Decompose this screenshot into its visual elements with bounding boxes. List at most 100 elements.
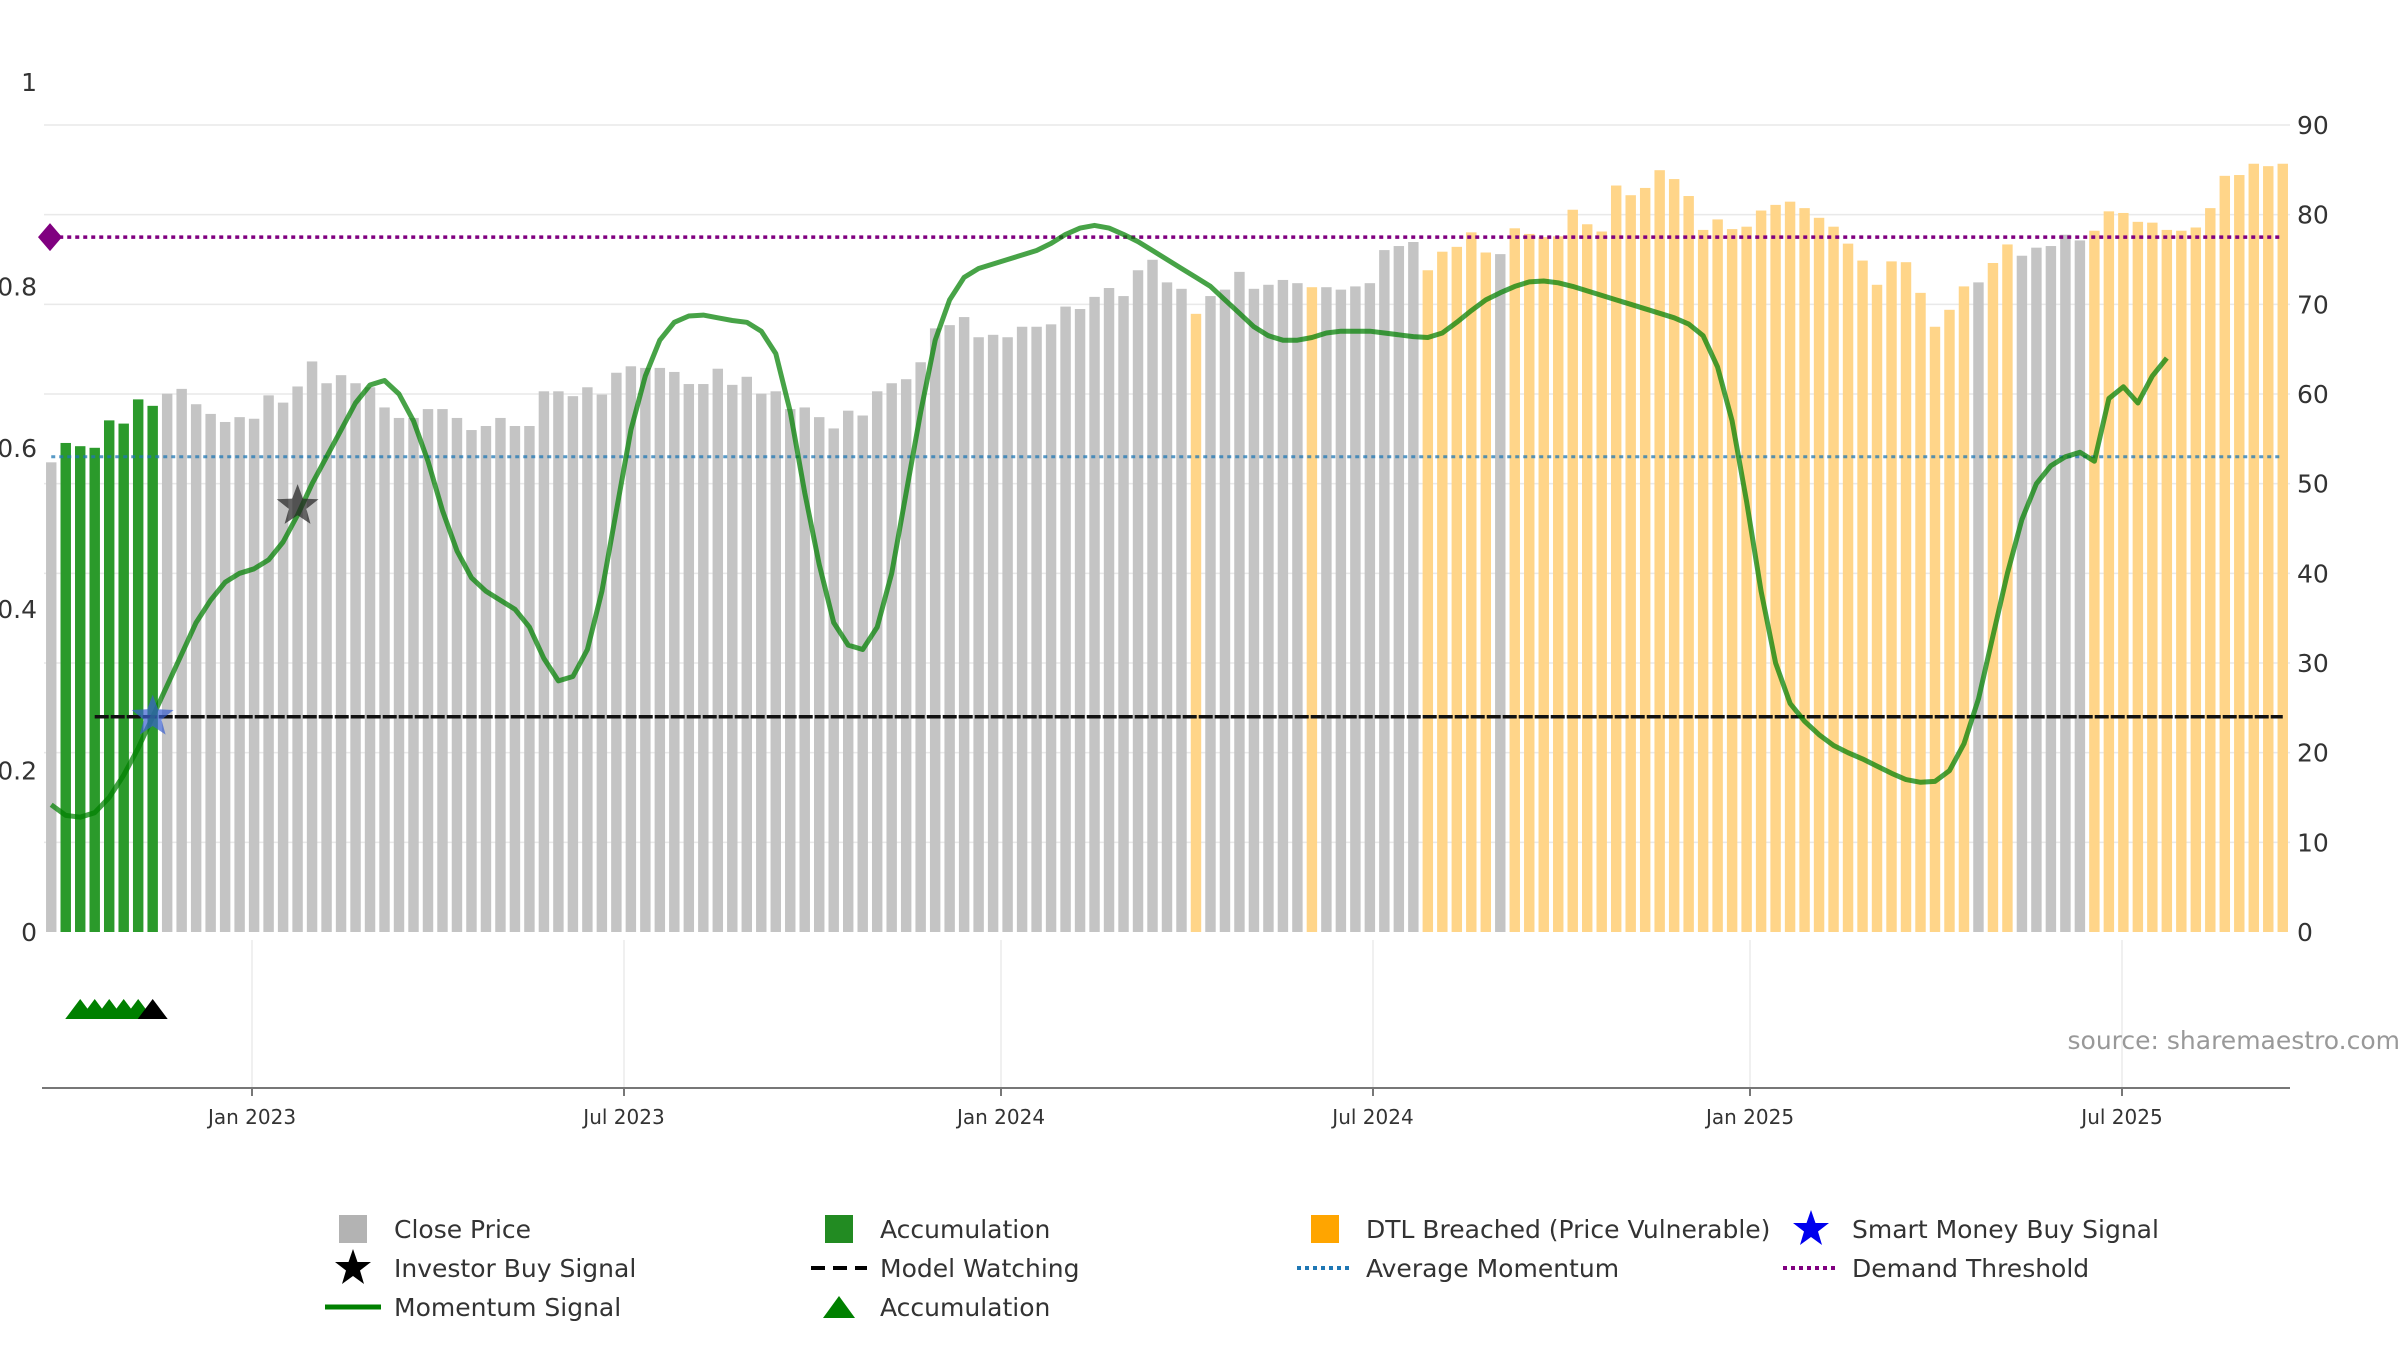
axes bbox=[42, 1087, 2290, 1096]
close-price-bar bbox=[1697, 229, 1709, 932]
close-price-bar bbox=[727, 384, 738, 932]
close-price-bar bbox=[596, 394, 608, 933]
legend-item-accumulation-marker[interactable]: Accumulation bbox=[808, 1291, 1050, 1323]
close-price-bar bbox=[842, 410, 854, 933]
close-price-bar bbox=[1393, 246, 1405, 933]
close-price-bar bbox=[1089, 296, 1100, 932]
close-price-bar bbox=[553, 391, 564, 932]
y-left-tick-label: 0.4 bbox=[0, 595, 37, 624]
close-price-bar bbox=[698, 384, 709, 932]
close-price-bar bbox=[1118, 296, 1129, 933]
y-left-tick-label: 0.6 bbox=[0, 434, 37, 463]
legend-item-close-price[interactable]: Close Price bbox=[322, 1213, 531, 1245]
close-price-bar bbox=[350, 383, 361, 932]
close-price-bar bbox=[1842, 243, 1854, 932]
close-price-bar bbox=[640, 367, 651, 933]
close-price-bar bbox=[60, 442, 71, 932]
close-price-bar bbox=[2089, 230, 2100, 933]
close-price-bar bbox=[1900, 262, 1912, 932]
close-price-bar bbox=[132, 399, 144, 932]
close-price-bar bbox=[292, 386, 303, 932]
demand-threshold-marker bbox=[38, 223, 62, 252]
green-square-icon bbox=[825, 1215, 853, 1243]
source-credit: source: sharemaestro.com bbox=[2067, 1026, 2400, 1055]
close-price-bar bbox=[654, 367, 666, 933]
x-tick-label: Jul 2025 bbox=[2079, 1105, 2162, 1129]
legend-item-dtl-breached[interactable]: DTL Breached (Price Vulnerable) bbox=[1294, 1213, 1770, 1245]
left-y-axis-ticks: 0 0.2 0.4 0.6 0.8 1 bbox=[0, 68, 37, 947]
close-price-bar bbox=[306, 361, 318, 932]
close-price-bar bbox=[1437, 251, 1448, 933]
legend-item-investor-buy[interactable]: Investor Buy Signal bbox=[322, 1249, 636, 1284]
close-price-bar bbox=[1408, 242, 1419, 932]
close-price-bar bbox=[393, 417, 405, 932]
legend-label: Close Price bbox=[394, 1214, 532, 1244]
close-price-bar bbox=[1205, 296, 1216, 933]
green-triangle-icon bbox=[823, 1296, 855, 1318]
close-price-bar bbox=[2190, 227, 2202, 932]
close-price-bar bbox=[89, 447, 100, 932]
close-price-bar bbox=[480, 426, 492, 932]
close-price-bar bbox=[712, 368, 724, 932]
y-left-tick-label: 0 bbox=[21, 918, 37, 947]
close-price-bar bbox=[118, 423, 129, 932]
close-price-bar bbox=[509, 426, 521, 932]
legend-item-average-momentum[interactable]: Average Momentum bbox=[1294, 1252, 1619, 1284]
close-price-bar bbox=[1509, 228, 1520, 932]
x-tick-label: Jul 2024 bbox=[1330, 1105, 1413, 1129]
accumulation-markers bbox=[65, 999, 168, 1019]
close-price-bar bbox=[75, 446, 86, 932]
close-price-bar bbox=[1886, 261, 1897, 932]
legend-item-model-watching[interactable]: Model Watching bbox=[808, 1252, 1080, 1284]
close-price-bar bbox=[1263, 284, 1274, 932]
legend-item-demand-threshold[interactable]: Demand Threshold bbox=[1780, 1252, 2089, 1284]
legend-label: Average Momentum bbox=[1366, 1253, 1620, 1283]
close-price-bar bbox=[1002, 337, 1013, 933]
legend-label: Model Watching bbox=[880, 1253, 1080, 1283]
close-price-bar bbox=[567, 396, 579, 933]
close-price-bar bbox=[1596, 231, 1607, 933]
close-price-bar bbox=[176, 388, 187, 932]
legend-item-momentum-signal[interactable]: Momentum Signal bbox=[322, 1291, 621, 1323]
reference-lines bbox=[38, 223, 2283, 719]
close-price-bar bbox=[741, 376, 752, 932]
close-price-bar bbox=[1248, 288, 1260, 932]
legend-item-accumulation-bar[interactable]: Accumulation bbox=[808, 1213, 1050, 1245]
close-price-bar bbox=[1524, 233, 1535, 932]
y-right-tick-label: 20 bbox=[2297, 739, 2329, 768]
close-price-bar bbox=[886, 383, 897, 932]
close-price-bar bbox=[1828, 226, 1839, 932]
black-star-icon bbox=[335, 1249, 371, 1284]
x-tick-label: Jan 2023 bbox=[206, 1105, 296, 1129]
close-price-bar bbox=[958, 317, 970, 932]
close-price-bar bbox=[46, 462, 57, 932]
close-price-bar bbox=[2234, 175, 2245, 932]
close-price-bar bbox=[1422, 270, 1434, 932]
investor-buy-signal-star bbox=[276, 484, 319, 524]
y-right-tick-label: 90 bbox=[2297, 111, 2329, 140]
legend-item-smart-money[interactable]: Smart Money Buy Signal bbox=[1780, 1210, 2159, 1245]
close-price-bar bbox=[1031, 326, 1042, 932]
close-price-bar bbox=[147, 405, 158, 932]
close-price-bar bbox=[944, 325, 955, 932]
close-price-bar bbox=[857, 415, 868, 932]
close-price-bar bbox=[2031, 247, 2042, 932]
close-price-bar bbox=[1147, 259, 1158, 932]
close-price-bar bbox=[987, 334, 999, 932]
close-price-bar bbox=[2074, 240, 2086, 932]
close-price-bar bbox=[1726, 229, 1738, 932]
close-price-bar bbox=[1277, 279, 1289, 933]
close-price-bar bbox=[1987, 262, 1999, 932]
close-price-bar bbox=[190, 404, 202, 932]
close-price-bar bbox=[915, 362, 926, 932]
close-price-bar bbox=[219, 421, 231, 932]
close-price-bar bbox=[669, 371, 680, 932]
smart-money-buy-signal-star bbox=[131, 694, 174, 735]
close-price-bar bbox=[1857, 260, 1868, 932]
y-right-tick-label: 60 bbox=[2297, 380, 2329, 409]
close-price-bar bbox=[1567, 209, 1578, 933]
close-price-bar bbox=[1668, 179, 1680, 933]
right-y-axis-ticks: 0 10 20 30 40 50 60 70 80 90 bbox=[2297, 111, 2329, 947]
close-price-bar bbox=[1813, 217, 1825, 932]
y-right-tick-label: 80 bbox=[2297, 201, 2329, 230]
